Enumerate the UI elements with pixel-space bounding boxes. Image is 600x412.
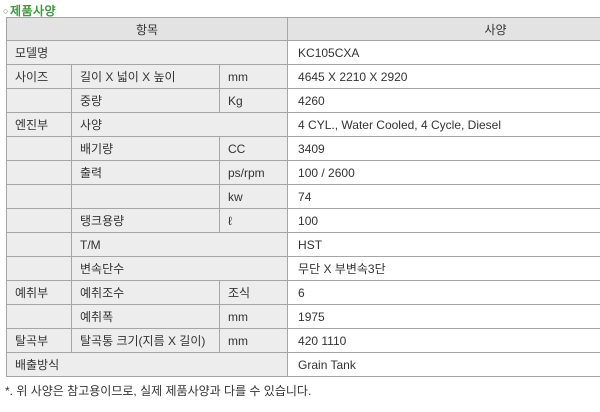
spec-table-container: 항목 사양 모델명 KC105CXA 사이즈 길이 X 넓이 X 높이 mm 4645 X… [6,17,600,379]
item-cell: 탈곡통 크기(지름 X 길이) [71,328,220,353]
spec-table: 항목 사양 모델명 KC105CXA 사이즈 길이 X 넓이 X 높이 mm 4645 X… [6,17,600,377]
category-cell: 배출방식 [6,352,289,377]
category-cell: 모델명 [6,40,289,65]
table-row: 예취폭 mm 1975 [6,304,600,329]
table-row: 탱크용량 ℓ 100 [6,208,600,233]
category-cell [6,232,72,257]
category-cell: 예취부 [6,280,72,305]
footnote: *. 위 사양은 참고용이므로, 실제 제품사양과 다를 수 있습니다. [5,384,312,398]
page-title-text: 제품사양 [9,4,57,18]
page-title: ○제품사양 [3,2,56,19]
item-cell: 중량 [71,88,220,113]
category-cell [6,184,72,209]
unit-cell: ps/rpm [218,160,289,185]
category-cell [6,304,72,329]
item-cell: 배기량 [71,136,220,161]
item-cell: 사양 [70,112,289,137]
table-row: 탈곡부 탈곡통 크기(지름 X 길이) mm 420 1110 [6,328,600,353]
category-cell: 엔진부 [6,112,72,137]
unit-cell: ℓ [218,208,289,233]
spec-value-cell: 무단 X 부변속3단 [287,256,600,281]
category-cell: 탈곡부 [6,328,72,353]
spec-value-cell: 74 [287,184,600,209]
table-row: 사이즈 길이 X 넓이 X 높이 mm 4645 X 2210 X 2920 [6,64,600,89]
item-cell [71,184,220,209]
category-cell [6,160,72,185]
spec-value-cell: Grain Tank [287,352,600,377]
category-cell [6,208,72,233]
table-row: T/M HST [6,232,600,257]
spec-value-cell: HST [287,232,600,257]
table-row: 모델명 KC105CXA [6,40,600,65]
unit-cell: Kg [218,88,289,113]
category-cell [6,88,72,113]
table-header-row: 항목 사양 [6,17,600,41]
table-row: 배출방식 Grain Tank [6,352,600,377]
category-cell: 사이즈 [6,64,72,89]
category-cell [6,136,72,161]
item-cell: 예취폭 [71,304,220,329]
item-cell: 변속단수 [70,256,289,281]
table-row: 출력 ps/rpm 100 / 2600 [6,160,600,185]
circle-bullet-icon: ○ [3,6,9,16]
item-cell: 예취조수 [71,280,220,305]
spec-value-cell: 4 CYL., Water Cooled, 4 Cycle, Diesel [287,112,600,137]
unit-cell: 조식 [218,280,289,305]
table-row: 엔진부 사양 4 CYL., Water Cooled, 4 Cycle, Dies… [6,112,600,137]
table-row: 중량 Kg 4260 [6,88,600,113]
spec-value-cell: 1975 [287,304,600,329]
item-cell: 탱크용량 [71,208,220,233]
category-cell [6,256,72,281]
header-item-cell: 항목 [6,17,289,41]
unit-cell: mm [218,328,289,353]
item-cell: 출력 [71,160,220,185]
table-row: 변속단수 무단 X 부변속3단 [6,256,600,281]
unit-cell: kw [218,184,289,209]
spec-table-body: 모델명 KC105CXA 사이즈 길이 X 넓이 X 높이 mm 4645 X 2210 … [6,40,600,377]
unit-cell: mm [218,64,289,89]
header-spec-cell: 사양 [287,17,600,41]
spec-value-cell: 4645 X 2210 X 2920 [287,64,600,89]
table-row: 배기량 CC 3409 [6,136,600,161]
spec-value-cell: 3409 [287,136,600,161]
spec-value-cell: 420 1110 [287,328,600,353]
unit-cell: CC [218,136,289,161]
spec-value-cell: 100 / 2600 [287,160,600,185]
table-row: kw 74 [6,184,600,209]
spec-value-cell: KC105CXA [287,40,600,65]
item-cell: 길이 X 넓이 X 높이 [71,64,220,89]
item-cell: T/M [70,232,289,257]
spec-value-cell: 100 [287,208,600,233]
table-row: 예취부 예취조수 조식 6 [6,280,600,305]
unit-cell: mm [218,304,289,329]
spec-value-cell: 6 [287,280,600,305]
spec-value-cell: 4260 [287,88,600,113]
